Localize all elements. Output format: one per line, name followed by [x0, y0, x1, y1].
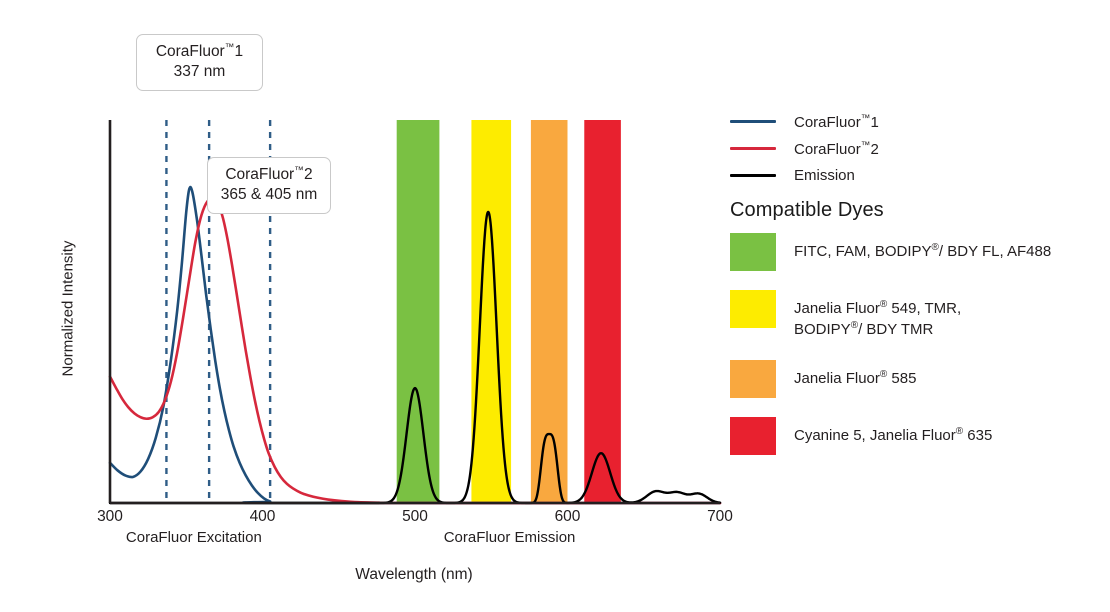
- y-axis-title: Normalized Intensity: [59, 240, 77, 377]
- dye-item-label: FITC, FAM, BODIPY®/ BDY FL, AF488: [794, 233, 1051, 262]
- registered-icon: ®: [931, 242, 939, 253]
- legend-label-text: CoraFluor: [794, 113, 861, 131]
- dye-item-0[interactable]: FITC, FAM, BODIPY®/ BDY FL, AF488: [730, 233, 1100, 271]
- callout1-line2: 337 nm: [173, 62, 226, 80]
- legend-line-swatch-icon: [730, 147, 776, 150]
- section-label-excitation: CoraFluor Excitation: [125, 529, 262, 546]
- dye-label-line: Cyanine 5, Janelia Fluor® 635: [794, 425, 993, 444]
- legend-item-1[interactable]: CoraFluor™2: [730, 135, 1090, 162]
- callout2-suffix: 2: [304, 166, 313, 184]
- callout1-trademark-icon: ™: [224, 42, 235, 53]
- section-label-emission: CoraFluor Emission: [443, 529, 576, 546]
- x-tick-700: 700: [707, 508, 733, 525]
- curve-excitation-368: [108, 197, 722, 505]
- legend-line-swatch-icon: [730, 120, 776, 123]
- legend-item-label: CoraFluor™1: [794, 113, 879, 131]
- dye-label-line: Janelia Fluor® 549, TMR,: [794, 299, 962, 317]
- orange-band: [530, 120, 568, 503]
- registered-icon: ®: [850, 320, 859, 332]
- trademark-icon: ™: [860, 112, 871, 124]
- dye-item-3[interactable]: Cyanine 5, Janelia Fluor® 635: [730, 416, 1100, 455]
- registered-icon: ®: [879, 368, 888, 380]
- plot-axis-lines: [108, 120, 720, 505]
- dye-item-label: Cyanine 5, Janelia Fluor® 635: [794, 417, 992, 446]
- legend-label-text: Emission: [794, 167, 855, 184]
- emission-filter-bands: [396, 120, 621, 503]
- x-tick-300: 300: [97, 508, 123, 525]
- dye-label-line: Janelia Fluor® 585: [794, 368, 917, 387]
- yellow-band: [471, 120, 512, 503]
- series-legend: CoraFluor™1 CoraFluor™2 Emission: [730, 108, 1090, 189]
- dye-color-swatch: [730, 233, 776, 271]
- green-band: [396, 120, 440, 503]
- legend-item-label: CoraFluor™2: [794, 140, 879, 158]
- dye-label-line: FITC, FAM, BODIPY®/ BDY FL, AF488: [794, 242, 1052, 260]
- dye-color-swatch: [730, 416, 776, 455]
- callout-corafluor2: CoraFluor™2 365 & 405 nm: [207, 157, 331, 214]
- trademark-icon: ™: [860, 139, 871, 151]
- legend-label-suffix: 2: [870, 140, 879, 158]
- legend-item-0[interactable]: CoraFluor™1: [730, 108, 1090, 135]
- x-tick-400: 400: [249, 508, 276, 525]
- dye-label-line: BODIPY®/ BDY TMR: [794, 320, 934, 339]
- x-axis-title: Wavelength (nm): [355, 566, 473, 583]
- callout2-line2: 365 & 405 nm: [220, 185, 318, 203]
- legend-item-label: Emission: [794, 167, 855, 184]
- dye-item-2[interactable]: Janelia Fluor® 585: [730, 359, 1100, 398]
- callout1-line1: CoraFluor: [155, 43, 225, 61]
- compatible-dyes-list: FITC, FAM, BODIPY®/ BDY FL, AF488 Janelia…: [730, 233, 1100, 474]
- dye-item-1[interactable]: Janelia Fluor® 549, TMR, BODIPY®/ BDY TMR: [730, 290, 1100, 341]
- dye-item-label: Janelia Fluor® 549, TMR, BODIPY®/ BDY TMR: [794, 290, 961, 341]
- red-band: [584, 120, 621, 503]
- callout-corafluor1: CoraFluor™1 337 nm: [136, 34, 263, 91]
- dye-color-swatch: [730, 359, 776, 398]
- legend-label-suffix: 1: [870, 113, 879, 131]
- callout1-suffix: 1: [234, 43, 244, 61]
- registered-icon: ®: [879, 299, 888, 310]
- dye-color-swatch: [730, 290, 776, 328]
- curve-excitation-352: [108, 185, 722, 505]
- legend-line-swatch-icon: [730, 174, 776, 177]
- x-tick-600: 600: [554, 508, 581, 525]
- callout2-trademark-icon: ™: [294, 165, 305, 176]
- dye-item-label: Janelia Fluor® 585: [794, 360, 916, 389]
- legend-label-text: CoraFluor: [794, 140, 861, 158]
- x-tick-500: 500: [402, 508, 428, 525]
- registered-icon: ®: [955, 425, 964, 437]
- callout2-line1: CoraFluor: [225, 166, 295, 184]
- legend-item-2[interactable]: Emission: [730, 162, 1090, 189]
- compatible-dyes-title: Compatible Dyes: [730, 199, 884, 221]
